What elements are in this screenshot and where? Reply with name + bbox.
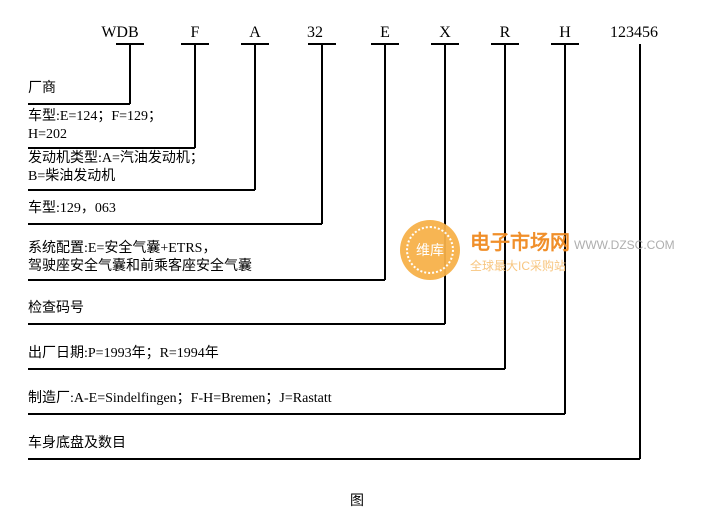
label-3: 车型:129，063 [28,200,116,218]
vin-char-4: E [365,24,405,42]
label-8: 车身底盘及数目 [28,435,126,453]
label-0: 厂商 [28,80,56,98]
label-7: 制造厂:A-E=Sindelfingen；F-H=Bremen；J=Rastat… [28,390,332,408]
vin-char-1: F [175,24,215,42]
vin-char-5: X [425,24,465,42]
label-2: 发动机类型:A=汽油发动机；B=柴油发动机 [28,150,204,186]
figure-caption: 图 [350,490,364,510]
label-1: 车型:E=124；F=129；H=202 [28,108,162,144]
vin-char-2: A [235,24,275,42]
vin-char-3: 32 [295,24,335,42]
label-4: 系统配置:E=安全气囊+ETRS，驾驶座安全气囊和前乘客座安全气囊 [28,240,252,276]
vin-char-0: WDB [100,24,140,42]
vin-char-7: H [545,24,585,42]
vin-char-6: R [485,24,525,42]
label-6: 出厂日期:P=1993年；R=1994年 [28,345,219,363]
label-5: 检查码号 [28,300,84,318]
vin-char-8: 123456 [610,24,650,42]
watermark-text: 电子市场网WWW.DZSC.COM 全球最大IC采购站 [470,226,675,274]
watermark-badge: 维库 [400,220,460,280]
watermark: 维库 电子市场网WWW.DZSC.COM 全球最大IC采购站 [400,220,675,280]
